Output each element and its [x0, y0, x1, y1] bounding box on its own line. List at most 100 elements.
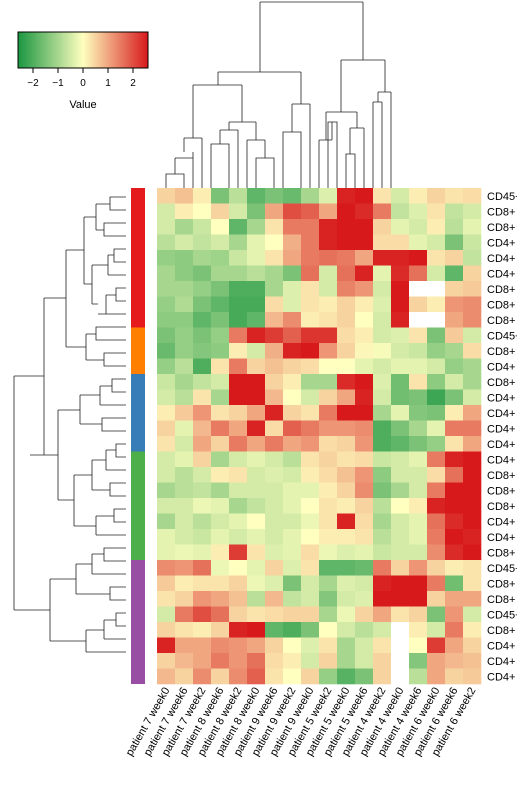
heatmap-cell	[193, 467, 212, 483]
heatmap-cell	[193, 374, 212, 390]
heatmap-cell	[373, 358, 392, 375]
heatmap-cell	[157, 653, 176, 669]
heatmap-cell	[427, 188, 446, 204]
heatmap-cell	[229, 281, 248, 297]
heatmap-cell	[445, 575, 464, 592]
heatmap-cell	[463, 513, 482, 530]
heatmap-cell	[247, 234, 266, 251]
heatmap-cell	[445, 653, 464, 669]
heatmap-cell	[337, 343, 356, 359]
heatmap-cell	[355, 281, 374, 297]
heatmap-cell	[301, 405, 320, 421]
heatmap-cell	[265, 513, 284, 530]
row-label: CD8+ %CD28	[487, 299, 517, 311]
heatmap-cell	[157, 327, 176, 344]
heatmap-cell	[193, 451, 212, 468]
heatmap-cell	[265, 544, 284, 561]
heatmap-cell	[463, 451, 482, 468]
heatmap-cell	[247, 219, 266, 235]
heatmap-cell	[175, 296, 194, 313]
heatmap-cell	[211, 389, 230, 406]
heatmap-cell	[301, 312, 320, 328]
heatmap-cell	[355, 591, 374, 607]
heatmap-cell	[175, 405, 194, 421]
heatmap-cell	[265, 575, 284, 592]
heatmap-cell	[391, 358, 410, 375]
heatmap-cell	[211, 467, 230, 483]
heatmap-cell	[211, 420, 230, 437]
heatmap-cell	[247, 188, 266, 204]
heatmap-cell	[193, 498, 212, 514]
heatmap-cell	[211, 234, 230, 251]
heatmap-cell	[463, 529, 482, 545]
row-label: CD4+ %CD272	[487, 361, 517, 373]
heatmap-cell	[337, 296, 356, 313]
heatmap-cell	[319, 637, 338, 654]
heatmap-cell	[409, 281, 428, 297]
heatmap-cell	[265, 436, 284, 452]
heatmap-cell	[193, 575, 212, 592]
heatmap-cell	[337, 591, 356, 607]
heatmap-cell	[391, 622, 410, 638]
heatmap-cell	[409, 482, 428, 499]
heatmap-cell	[283, 575, 302, 592]
heatmap-cell	[427, 560, 446, 576]
row-dendrogram-branches	[13, 196, 126, 653]
heatmap-cell	[337, 513, 356, 530]
heatmap-cell	[409, 436, 428, 452]
heatmap-cell	[247, 358, 266, 375]
heatmap-cell	[409, 560, 428, 576]
heatmap-cell	[355, 420, 374, 437]
heatmap-cell	[175, 374, 194, 390]
heatmap-cell	[265, 529, 284, 545]
heatmap-cell	[391, 389, 410, 406]
heatmap-cell	[301, 436, 320, 452]
heatmap-cell	[265, 389, 284, 406]
heatmap-cell	[193, 312, 212, 328]
heatmap-cell	[247, 560, 266, 576]
heatmap-cell	[409, 668, 428, 685]
heatmap-cell	[445, 327, 464, 344]
heatmap-cell	[283, 653, 302, 669]
heatmap-cell	[355, 203, 374, 220]
heatmap-cell	[301, 358, 320, 375]
heatmap-cell	[211, 622, 230, 638]
heatmap-cell	[373, 420, 392, 437]
heatmap-cell	[319, 560, 338, 576]
row-group-bar	[131, 374, 145, 452]
row-label: CD8+ %CD278	[487, 485, 517, 497]
heatmap-cell	[247, 405, 266, 421]
heatmap-cell	[373, 436, 392, 452]
heatmap-cell	[175, 219, 194, 235]
heatmap-cell	[445, 358, 464, 375]
row-label: CD45+ %NK cells	[487, 563, 517, 575]
heatmap-cell	[193, 560, 212, 576]
heatmap-cell	[355, 250, 374, 266]
heatmap-cell	[373, 451, 392, 468]
heatmap-cell	[211, 436, 230, 452]
heatmap-cell	[175, 327, 194, 344]
heatmap-cell	[175, 560, 194, 576]
heatmap-cell	[283, 234, 302, 251]
heatmap-cell	[229, 234, 248, 251]
heatmap-cell	[391, 327, 410, 344]
heatmap-cell	[463, 606, 482, 623]
heatmap-cell	[265, 498, 284, 514]
heatmap-cell	[283, 436, 302, 452]
heatmap-cell	[265, 219, 284, 235]
heatmap-cell	[373, 668, 392, 685]
heatmap-cell	[193, 482, 212, 499]
heatmap-cell	[211, 219, 230, 235]
heatmap-cell	[355, 498, 374, 514]
heatmap-cell	[247, 529, 266, 545]
heatmap-cell	[301, 544, 320, 561]
heatmap-cell	[247, 544, 266, 561]
heatmap-cell	[391, 498, 410, 514]
heatmap-cell	[229, 498, 248, 514]
heatmap-cell	[391, 544, 410, 561]
heatmap-cell	[283, 529, 302, 545]
heatmap-cell	[193, 219, 212, 235]
heatmap-cell	[337, 250, 356, 266]
heatmap-cell	[463, 668, 482, 685]
